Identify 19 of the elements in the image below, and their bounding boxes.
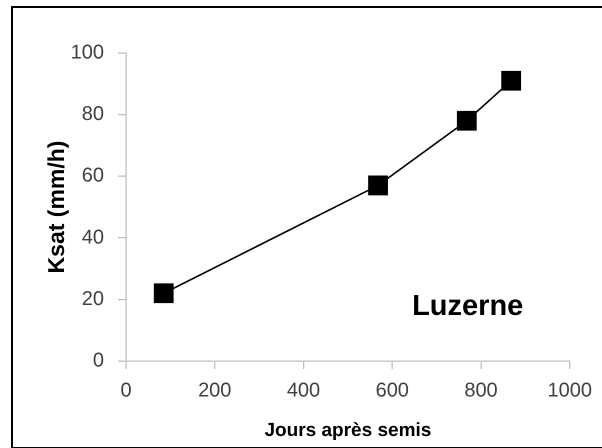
x-tick-label: 400: [286, 380, 320, 402]
y-tick-label: 20: [82, 288, 104, 310]
point: [368, 176, 388, 196]
x-tick-label: 0: [120, 380, 132, 402]
x-axis-title: Jours après semis: [264, 420, 432, 441]
point: [501, 70, 522, 91]
y-tick-label: 100: [70, 42, 104, 64]
x-tick-label: 600: [376, 380, 409, 402]
y-tick-label: 80: [82, 103, 104, 126]
point: [154, 283, 174, 304]
y-axis-title: Ksat (mm/h): [43, 140, 70, 274]
x-tick-label: 200: [198, 380, 232, 402]
y-tick-label: 0: [92, 350, 104, 372]
y-tick-label: 60: [82, 164, 104, 187]
x-tick-label: 1000: [548, 380, 592, 402]
y-tick-label: 40: [82, 226, 104, 248]
x-tick-label: 800: [464, 380, 498, 402]
point: [456, 110, 477, 131]
text: Luzerne: [412, 290, 524, 322]
